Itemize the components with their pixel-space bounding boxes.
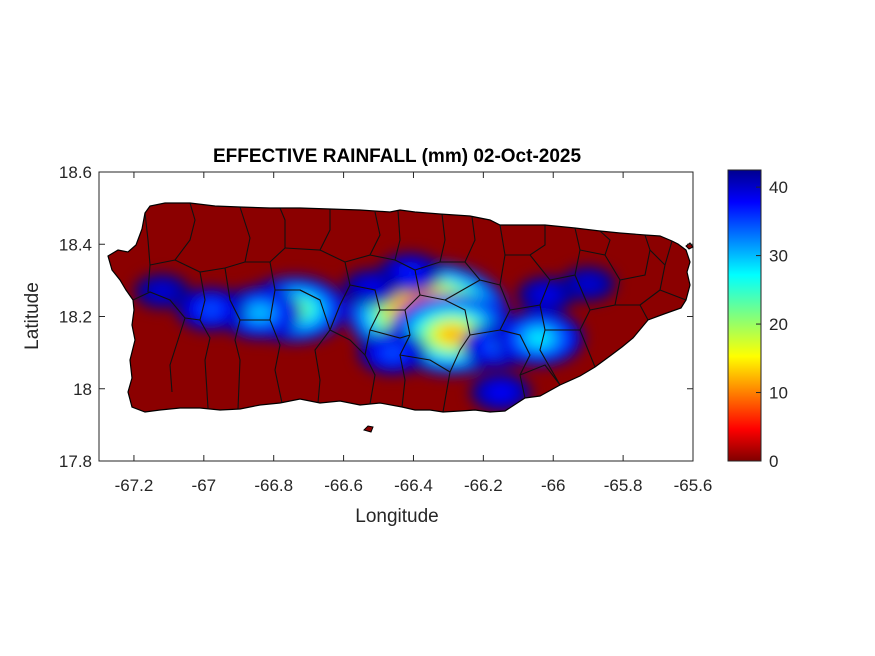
- rain-cells: [134, 253, 616, 412]
- y-tick-label: 18.4: [59, 235, 92, 254]
- x-tick-label: -65.8: [604, 476, 643, 495]
- rain-cell-contour: [385, 348, 400, 357]
- x-tick-label: -67.2: [115, 476, 154, 495]
- x-tick-label: -66.2: [464, 476, 503, 495]
- x-tick-label: -67: [192, 476, 217, 495]
- y-tick-label: 18: [73, 380, 92, 399]
- y-axis: 17.8 18 18.2 18.4 18.6: [59, 163, 693, 471]
- colorbar-tick-label: 10: [769, 384, 788, 403]
- y-tick-label: 18.6: [59, 163, 92, 182]
- rain-cell-contour: [530, 332, 549, 344]
- rainfall-map: [108, 203, 690, 412]
- chart-title: EFFECTIVE RAINFALL (mm) 02-Oct-2025: [213, 146, 582, 167]
- colorbar-tick-label: 0: [769, 452, 778, 471]
- colorbar-tick-label: 40: [769, 178, 788, 197]
- colorbar: [727, 169, 762, 462]
- y-axis-label: Latitude: [22, 282, 43, 350]
- x-axis-label: Longitude: [355, 506, 438, 527]
- y-tick-label: 18.2: [59, 308, 92, 327]
- x-tick-label: -66.6: [324, 476, 363, 495]
- municipal-boundaries: [132, 203, 687, 412]
- x-tick-label: -65.6: [674, 476, 713, 495]
- x-tick-label: -66.4: [394, 476, 433, 495]
- rain-cell-contour: [156, 287, 168, 295]
- colorbar-ticks: 0 10 20 30 40: [756, 178, 788, 471]
- x-axis: -67.2 -67 -66.8 -66.6 -66.4 -66.2 -66 -65.8 -65.…: [115, 172, 713, 495]
- x-tick-label: -66: [541, 476, 566, 495]
- rain-cell-contour: [494, 388, 507, 397]
- y-tick-label: 17.8: [59, 452, 92, 471]
- x-tick-label: -66.8: [254, 476, 293, 495]
- island-coastline: [107, 202, 691, 413]
- rain-cell-contour: [582, 280, 594, 288]
- rain-cell-contour: [403, 269, 417, 278]
- colorbar-tick-label: 20: [769, 315, 788, 334]
- caja-de-muertos-islet: [363, 425, 374, 433]
- colorbar-tick-label: 30: [769, 247, 788, 266]
- rain-cell-contour: [203, 304, 218, 314]
- rain-cell-contour: [540, 291, 553, 299]
- rain-cell-contour: [439, 326, 465, 343]
- rain-cell-contour: [251, 307, 269, 319]
